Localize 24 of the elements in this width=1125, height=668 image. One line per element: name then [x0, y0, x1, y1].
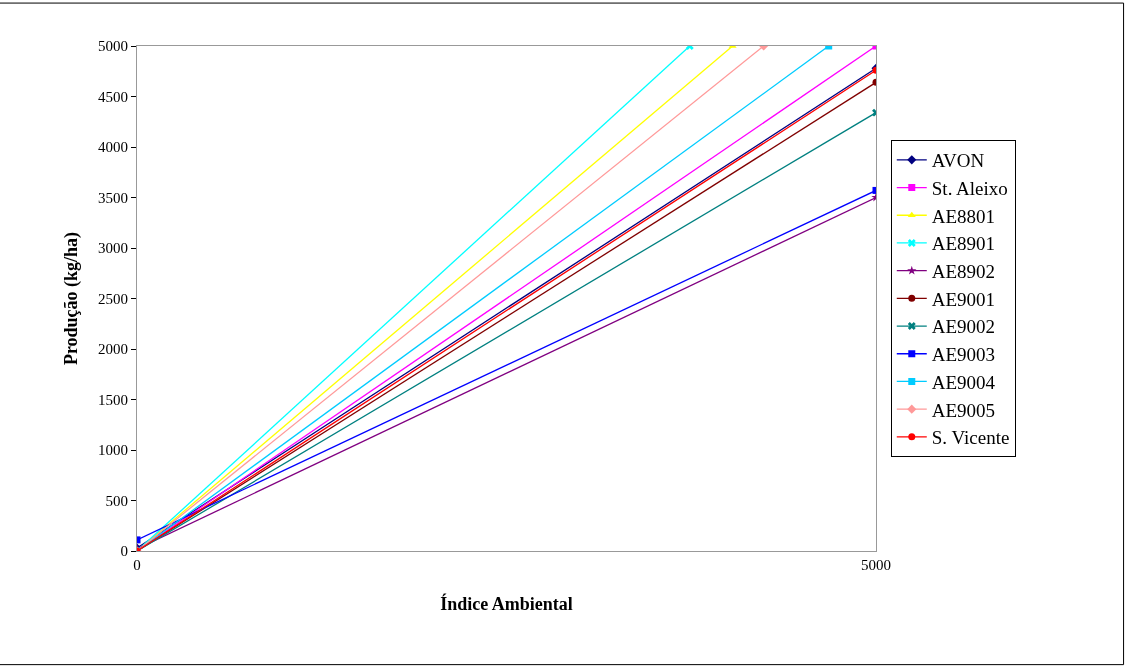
y-tick-label: 3000 [98, 240, 128, 257]
legend-label: AE8801 [931, 205, 996, 227]
y-axis-title: Produção (kg/ha) [61, 231, 83, 366]
legend-label: AE8902 [931, 261, 996, 283]
legend-label: AVON [931, 150, 985, 172]
y-tick-label: 3500 [98, 189, 128, 206]
legend-label: AE9004 [931, 371, 996, 393]
y-tick-label: 2000 [98, 341, 128, 358]
y-tick-label: 4500 [98, 88, 128, 105]
legend-label: AE9003 [931, 344, 996, 366]
y-tick-label: 2500 [98, 290, 128, 307]
y-tick-label: 5000 [98, 38, 128, 55]
y-tick-label: 500 [105, 492, 128, 509]
x-axis-title: Índice Ambiental [440, 593, 573, 615]
legend-label: St. Aleixo [931, 177, 1008, 199]
y-tick-label: 1000 [98, 442, 128, 459]
legend-label: AE9001 [931, 288, 996, 310]
legend-label: AE9005 [931, 399, 996, 421]
y-tick-label: 4000 [98, 139, 128, 156]
y-tick-label: 1500 [98, 391, 128, 408]
legend-label: S. Vicente [931, 427, 1010, 449]
legend-label: AE9002 [931, 316, 996, 338]
legend-label: AE8901 [931, 233, 996, 255]
y-tick-label: 0 [120, 543, 128, 560]
